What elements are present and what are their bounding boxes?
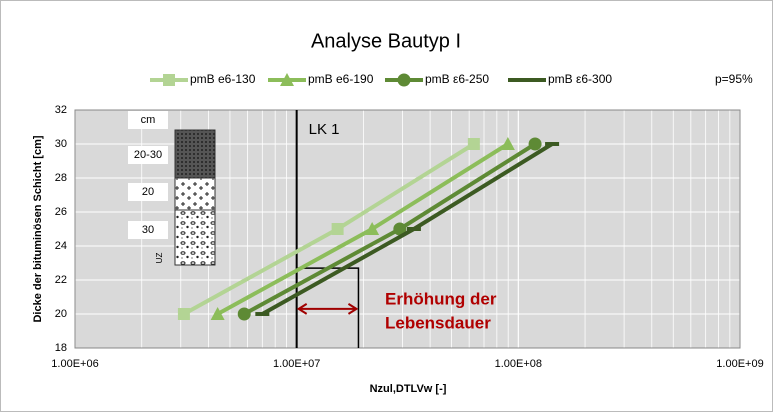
chart-title: Analyse Bautyp I xyxy=(311,30,461,52)
layer-bottom: UZ xyxy=(155,253,164,264)
y-tick-label: 24 xyxy=(55,240,67,252)
y-tick-label: 20 xyxy=(55,308,67,320)
legend-label: pmB ε6-250 xyxy=(425,72,489,86)
legend-marker xyxy=(163,74,175,86)
legend-label: pmB e6-130 xyxy=(190,72,256,86)
layer-box xyxy=(175,210,215,265)
data-point xyxy=(407,227,421,231)
data-point xyxy=(468,138,480,150)
data-point xyxy=(255,312,269,316)
x-tick-label: 1.00E+08 xyxy=(495,358,542,370)
legend-marker xyxy=(398,74,411,87)
legend-label: pmB ε6-300 xyxy=(548,72,612,86)
layer-label: 20 xyxy=(142,186,154,198)
layer-box xyxy=(175,178,215,210)
data-point xyxy=(238,308,251,321)
y-tick-label: 26 xyxy=(55,206,67,218)
data-point xyxy=(529,138,542,151)
data-point xyxy=(178,308,190,320)
range-label: Lebensdauer xyxy=(385,313,491,332)
data-point xyxy=(332,223,344,235)
note: p=95% xyxy=(715,72,753,86)
y-tick-label: 22 xyxy=(55,274,67,286)
x-tick-label: 1.00E+09 xyxy=(716,358,763,370)
layer-label: cm xyxy=(141,114,156,126)
y-tick-label: 30 xyxy=(55,138,67,150)
range-label: Erhöhung der xyxy=(385,289,497,308)
y-tick-label: 18 xyxy=(55,342,67,354)
y-tick-label: 28 xyxy=(55,172,67,184)
reference-label: LK 1 xyxy=(309,121,340,138)
layer-box xyxy=(175,130,215,178)
y-tick-label: 32 xyxy=(55,104,67,116)
chart: Analyse Bautyp I p=95% Nzul,DTLVw [-] Di… xyxy=(0,0,773,412)
legend-marker xyxy=(520,78,534,82)
x-tick-label: 1.00E+07 xyxy=(273,358,320,370)
data-point xyxy=(545,142,559,146)
x-tick-label: 1.00E+06 xyxy=(51,358,98,370)
layer-label: 30 xyxy=(142,224,154,236)
x-axis-label: Nzul,DTLVw [-] xyxy=(370,383,447,395)
y-axis-label: Dicke der bituminösen Schicht [cm] xyxy=(32,135,44,322)
layer-label: 20-30 xyxy=(134,149,162,161)
legend-label: pmB e6-190 xyxy=(308,72,374,86)
